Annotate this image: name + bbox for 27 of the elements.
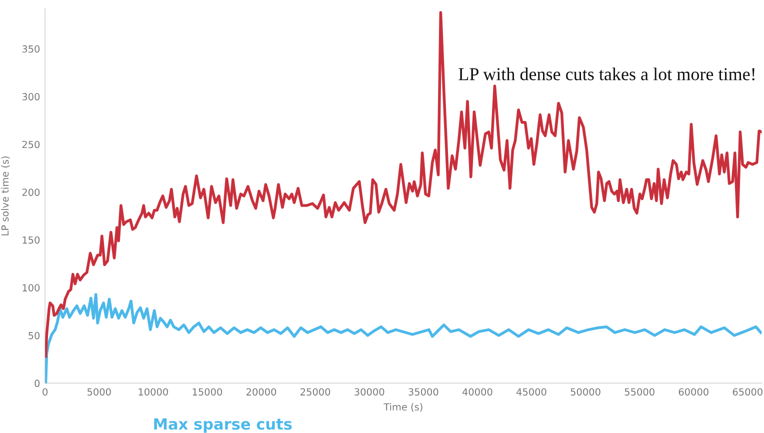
y-tick-label: 0 — [34, 380, 40, 388]
x-tick-label: 30000 — [354, 388, 384, 396]
x-tick-label: 10000 — [138, 388, 168, 396]
y-tick-label: 50 — [28, 332, 40, 340]
x-tick-label: 15000 — [192, 388, 222, 396]
y-tick-label: 100 — [22, 284, 40, 292]
x-tick-label: 40000 — [462, 388, 492, 396]
x-tick-label: 20000 — [246, 388, 276, 396]
text: Max sparse cuts — [154, 418, 292, 433]
y-axis-title: LP solve time (s) — [1, 156, 10, 236]
y-tick-label: 250 — [22, 140, 40, 148]
line-series — [45, 11, 762, 358]
y-tick-label: 300 — [22, 93, 40, 100]
x-tick-label: 45000 — [516, 388, 546, 396]
x-tick-label: 5000 — [88, 388, 111, 396]
annotation: LP with dense cuts takes a lot more time! — [458, 68, 754, 80]
x-tick-label: 35000 — [408, 388, 438, 396]
x-tick-label: 50000 — [570, 388, 600, 396]
x-tick-label: 65000 — [732, 388, 762, 396]
x-tick-label: 25000 — [300, 388, 330, 396]
x-tick-label: 0 — [42, 388, 48, 396]
y-tick-label: 200 — [22, 188, 40, 196]
x-axis-title: Time (s) — [384, 403, 422, 412]
y-tick-label: 350 — [22, 45, 40, 53]
x-tick-label: 60000 — [678, 388, 708, 396]
x-tick-label: 55000 — [624, 388, 654, 396]
y-tick-label: 150 — [22, 236, 40, 244]
